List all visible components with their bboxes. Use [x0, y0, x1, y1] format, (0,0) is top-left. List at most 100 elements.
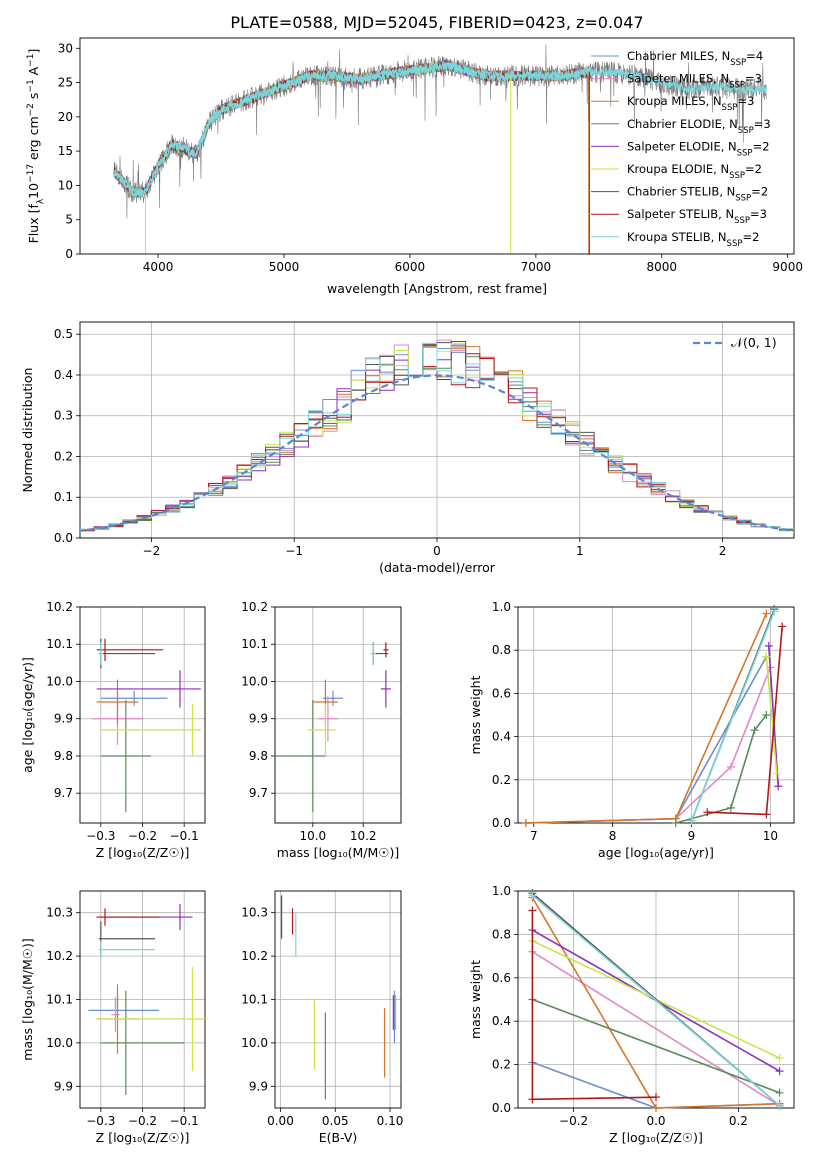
residuals-plot-area [80, 339, 794, 533]
weight-marker [775, 1067, 784, 1076]
x-tick-label: −0.3 [86, 1114, 115, 1128]
x-tick-label: 7 [530, 829, 538, 843]
axes-frame [79, 321, 795, 539]
x-tick-label: 10.2 [350, 829, 377, 843]
weight-marker [764, 641, 773, 650]
legend-nssp: 3 [760, 207, 767, 221]
legend-label: Chabrier ELODIE, N [627, 117, 738, 131]
axes-frame [274, 890, 402, 1109]
x-tick-label: 2 [719, 544, 727, 558]
y-tick-label: 10.0 [241, 674, 268, 688]
age-vs-z-panel: −0.3 −0.2 −0.1 9.7 9.8 9.9 10.0 10.1 10.2 Z [log₁… [20, 600, 206, 860]
weight-line [531, 910, 657, 1101]
y-tick-label: 10.2 [46, 949, 73, 963]
errorbar-point [111, 997, 120, 1033]
weight-line [525, 656, 768, 824]
axes-frame [79, 890, 206, 1109]
x-axis-label: mass [log₁₀(M/M☉)] [277, 845, 399, 860]
y-tick-label: 0.1 [54, 490, 73, 504]
mass-vs-z-panel: −0.3 −0.2 −0.1 9.9 10.0 10.1 10.2 10.3 Z [log₁₀(… [20, 890, 206, 1145]
y-tick-label: 20 [58, 110, 73, 124]
legend-subscript: SSP [737, 148, 753, 158]
y-tick-label: 0.0 [492, 1101, 511, 1115]
legend-label: Salpeter ELODIE, N [627, 139, 737, 153]
y-tick-label: 10 [58, 178, 73, 192]
x-axis-label: age [log₁₀(age/yr)] [598, 845, 714, 860]
legend-entry: Kroupa ELODIE, NSSP=2 [627, 162, 762, 181]
legend-entry: Chabrier ELODIE, NSSP=3 [627, 117, 771, 136]
legend-subscript: SSP [730, 58, 746, 68]
x-tick-label: 0 [433, 544, 441, 558]
residuals-panel: −2 −1 0 1 2 0.0 0.1 0.2 0.3 0.4 0.5 (data-model)/er… [20, 321, 795, 575]
weight-marker [770, 607, 779, 616]
x-axis-label: E(B-V) [319, 1130, 358, 1145]
weight-marker [528, 906, 537, 915]
x-tick-label: 0.00 [267, 1114, 294, 1128]
y-tick-label: 10.0 [46, 674, 73, 688]
x-tick-label: 8 [609, 829, 617, 843]
y-tick-label: 10.0 [241, 1036, 268, 1050]
y-tick-label: 0.2 [54, 449, 73, 463]
y-axis-label-part: ] [26, 49, 41, 54]
legend-subscript: SSP [735, 194, 751, 204]
y-tick-label: 0.0 [492, 816, 511, 830]
x-tick-label: 10.0 [299, 829, 326, 843]
x-tick-label: 9 [688, 829, 696, 843]
legend-eq: = [753, 139, 763, 153]
errorbar-point [100, 990, 185, 1095]
y-axis-label-part: 10 [26, 183, 41, 199]
legend-eq: = [745, 162, 755, 176]
y-tick-label: 0.3 [54, 409, 73, 423]
legend-eq: = [751, 185, 761, 199]
legend-entry: 𝒩(0, 1) [731, 335, 777, 350]
legend-subscript: SSP [729, 171, 745, 181]
y-tick-label: 9.9 [54, 1079, 73, 1093]
x-axis-label: Z [log₁₀(Z/Z☉)] [96, 845, 190, 860]
y-tick-label: 30 [58, 41, 73, 55]
weight-line [765, 656, 778, 774]
weight-line [532, 998, 780, 1094]
y-axis-label: mass weight [468, 675, 483, 754]
legend-entry: Chabrier STELIB, NSSP=2 [627, 185, 768, 204]
legend-nssp: 2 [755, 162, 762, 176]
weight-marker [726, 803, 735, 812]
legend-eq: = [745, 72, 755, 86]
errorbar-point [100, 700, 151, 812]
legend-entry: Salpeter MILES, NSSP=3 [627, 72, 762, 91]
weight-marker [762, 711, 771, 719]
weight-marker [521, 819, 530, 827]
axes-frame [274, 606, 402, 824]
legend-label: Salpeter STELIB, N [627, 207, 734, 221]
errorbar-point [383, 642, 389, 658]
y-axis-label-part: erg cm [26, 116, 41, 164]
x-tick-label: 4000 [143, 260, 174, 274]
x-tick-label: 0.05 [322, 1114, 349, 1128]
legend-label: Chabrier MILES, N [627, 49, 730, 63]
y-tick-label: 0 [65, 247, 73, 261]
errorbar-point [96, 679, 139, 725]
mass-vs-ebv-panel: 0.00 0.05 0.10 9.9 10.0 10.1 10.2 10.3 E(B-V) [241, 890, 403, 1145]
weight-marker [652, 1093, 660, 1102]
legend-entry: Salpeter STELIB, NSSP=3 [627, 207, 767, 226]
weight-marker [528, 891, 537, 900]
weight-marker [774, 782, 783, 791]
axes-frame [79, 37, 795, 255]
y-axis-label: mass weight [468, 960, 483, 1039]
x-tick-label: −0.1 [170, 1114, 199, 1128]
weight-marker [775, 1101, 784, 1110]
mass-weight-vs-z-panel: −0.2 0.0 0.2 0.0 0.2 0.4 0.6 0.8 1.0 Z [log₁₀(Z/Z… [468, 884, 795, 1145]
x-tick-label: −2 [143, 544, 161, 558]
errorbar-point [370, 642, 376, 665]
spectrum-plot-area [113, 44, 767, 254]
errorbar-point [100, 690, 168, 706]
legend-eq: = [742, 230, 752, 244]
y-tick-label: 1.0 [492, 600, 511, 614]
weight-line [531, 951, 781, 1107]
weight-line [531, 894, 781, 1107]
weight-marker [528, 1095, 537, 1104]
weight-marker [671, 819, 680, 827]
weight-marker [762, 810, 771, 819]
legend-nssp: 4 [756, 49, 763, 63]
legend-subscript: SSP [729, 81, 745, 91]
